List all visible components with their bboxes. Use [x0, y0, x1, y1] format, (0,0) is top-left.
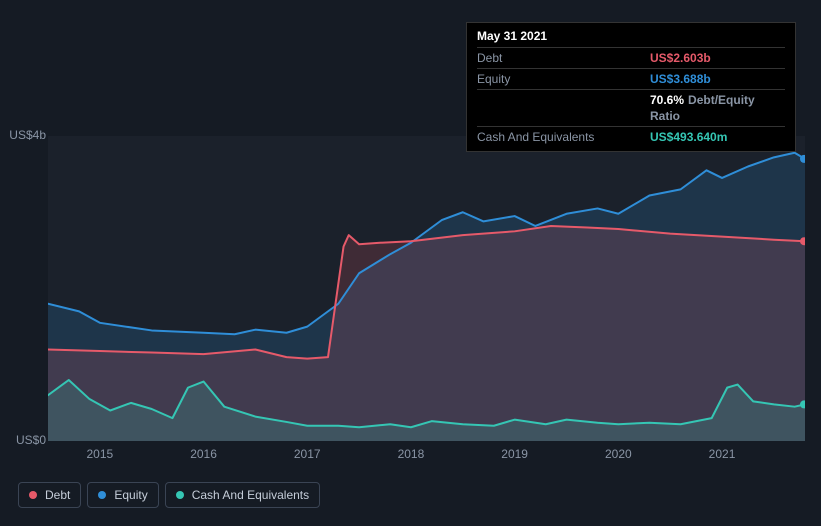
legend-item[interactable]: Cash And Equivalents	[165, 482, 320, 508]
tooltip-rows: DebtUS$2.603bEquityUS$3.688b 70.6%Debt/E…	[477, 47, 785, 147]
x-tick-label: 2016	[190, 447, 217, 461]
tooltip-date: May 31 2021	[477, 29, 785, 47]
chart-root: US$4b US$0 2015 2016 2017 2018 2019 2020 2021 M…	[0, 0, 821, 526]
tooltip: May 31 2021 DebtUS$2.603bEquityUS$3.688b…	[466, 22, 796, 152]
legend-dot-icon	[29, 491, 37, 499]
tooltip-row-label: Cash And Equivalents	[477, 129, 650, 145]
legend: Debt Equity Cash And Equivalents	[18, 482, 320, 508]
legend-dot-icon	[176, 491, 184, 499]
y-tick-label: US$0	[4, 433, 46, 447]
x-tick-label: 2020	[605, 447, 632, 461]
tooltip-row: EquityUS$3.688b	[477, 68, 785, 89]
legend-label: Cash And Equivalents	[192, 488, 309, 502]
tooltip-row-label: Equity	[477, 71, 650, 87]
x-tick-label: 2015	[86, 447, 113, 461]
x-tick-label: 2021	[709, 447, 736, 461]
tooltip-row-value: US$3.688b	[650, 71, 785, 87]
x-tick-label: 2017	[294, 447, 321, 461]
tooltip-row-label	[477, 92, 650, 124]
tooltip-row: DebtUS$2.603b	[477, 47, 785, 68]
legend-item[interactable]: Equity	[87, 482, 158, 508]
plot-area[interactable]	[48, 136, 805, 441]
legend-label: Debt	[45, 488, 70, 502]
tooltip-row-value: US$493.640m	[650, 129, 785, 145]
legend-dot-icon	[98, 491, 106, 499]
tooltip-row-label: Debt	[477, 50, 650, 66]
legend-label: Equity	[114, 488, 147, 502]
y-tick-label: US$4b	[4, 128, 46, 142]
tooltip-row-value: 70.6%Debt/Equity Ratio	[650, 92, 785, 124]
x-tick-label: 2018	[398, 447, 425, 461]
tooltip-row: Cash And EquivalentsUS$493.640m	[477, 126, 785, 147]
x-tick-label: 2019	[501, 447, 528, 461]
legend-item[interactable]: Debt	[18, 482, 81, 508]
tooltip-row: 70.6%Debt/Equity Ratio	[477, 89, 785, 126]
tooltip-row-value: US$2.603b	[650, 50, 785, 66]
